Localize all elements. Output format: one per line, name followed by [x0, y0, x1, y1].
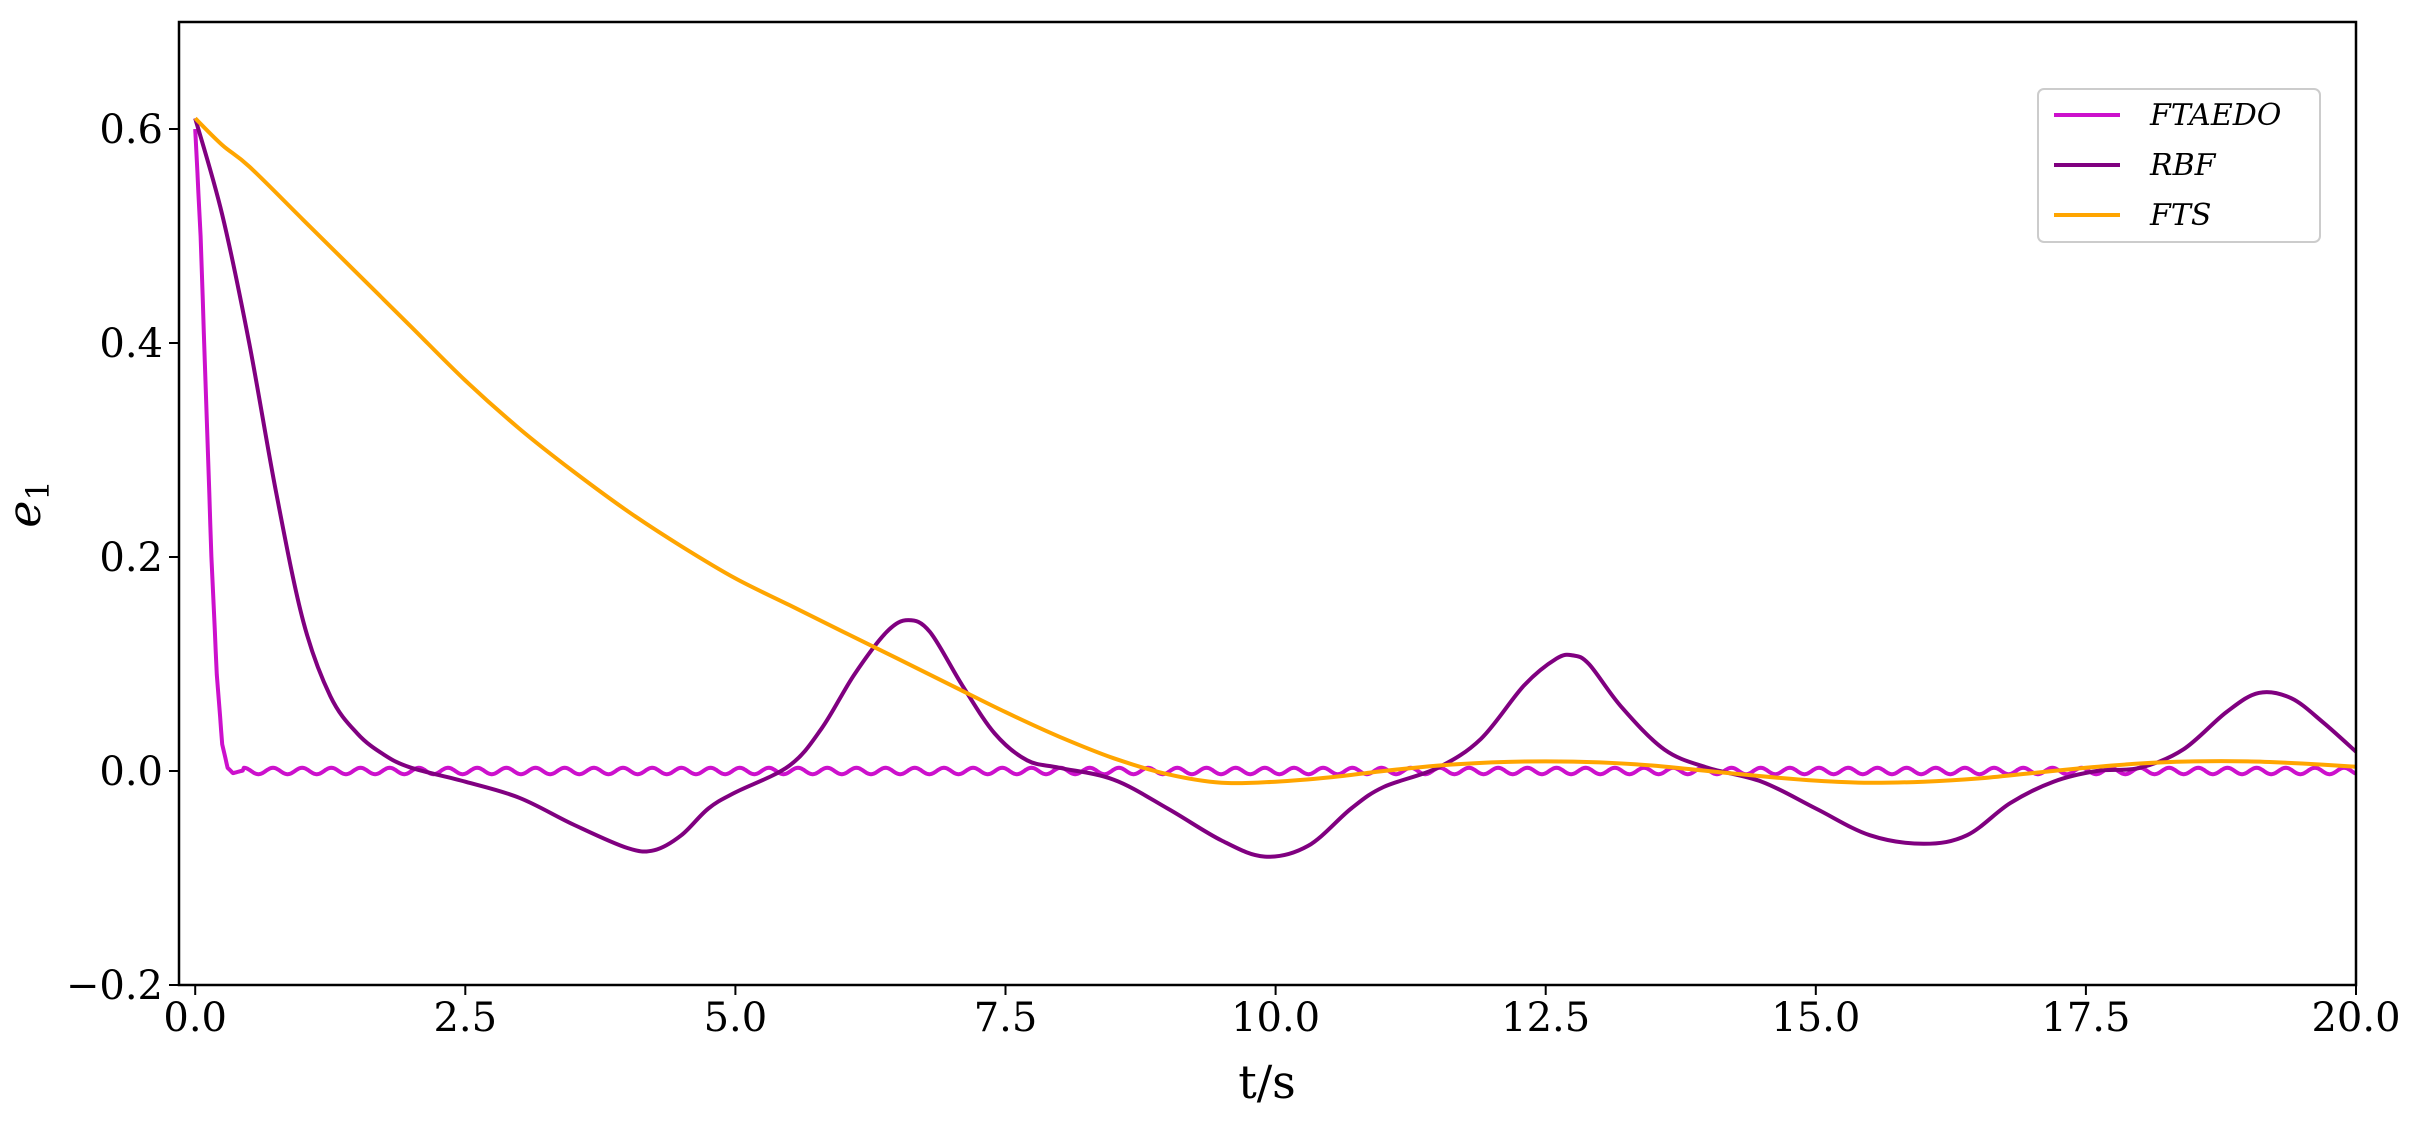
y-tick-label: 0.6: [99, 107, 163, 153]
series-line-rbf: [193, 117, 2358, 859]
y-tick-label: −0.2: [66, 963, 163, 1009]
y-tick-label: 0.0: [99, 749, 163, 795]
legend-label-rbf: RBF: [2149, 148, 2217, 183]
x-axis-title: t/s: [1238, 1055, 1296, 1109]
y-axis-title-subscript: 1: [19, 480, 57, 500]
x-tick-label: 10.0: [1231, 995, 1320, 1041]
y-axis-title: e1: [0, 480, 57, 528]
legend-box: [2037, 88, 2321, 243]
y-tick-label: 0.2: [99, 535, 163, 581]
legend: FTAEDO RBF FTS: [2037, 88, 2321, 243]
series-line-fts: [193, 116, 2357, 786]
legend-label-ftaedo: FTAEDO: [2149, 98, 2281, 133]
y-tick-label: 0.4: [99, 321, 163, 367]
x-axis: 0.0 2.5 5.0 7.5 10.0 12.5 15.0 17.5 20.0: [163, 985, 2401, 1041]
x-tick-label: 0.0: [163, 995, 227, 1041]
y-axis-title-main: e: [0, 501, 51, 528]
series-line-ftaedo: [193, 128, 2357, 777]
x-tick-label: 12.5: [1501, 995, 1590, 1041]
plot-frame: [177, 20, 2358, 987]
x-tick-label: 7.5: [974, 995, 1038, 1041]
x-tick-label: 17.5: [2041, 995, 2130, 1041]
x-tick-label: 2.5: [433, 995, 497, 1041]
x-tick-label: 15.0: [1771, 995, 1860, 1041]
legend-label-fts: FTS: [2149, 198, 2211, 233]
x-tick-label: 5.0: [704, 995, 768, 1041]
series-layer: [193, 116, 2358, 859]
y-axis: −0.2 0.0 0.2 0.4 0.6: [66, 107, 179, 1009]
x-tick-label: 20.0: [2311, 995, 2400, 1041]
